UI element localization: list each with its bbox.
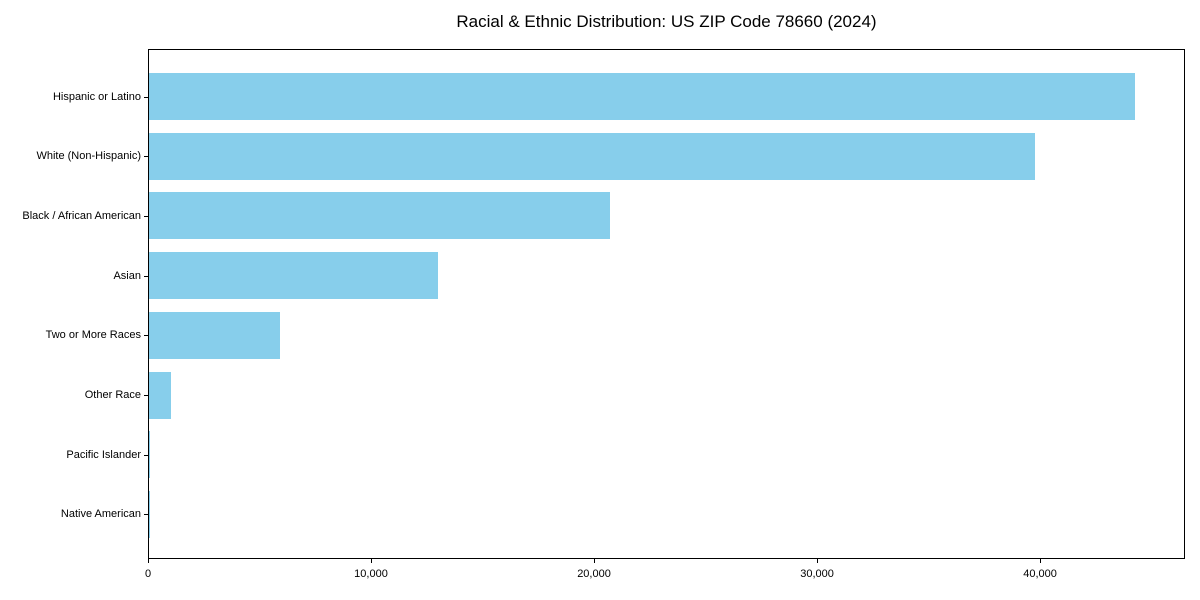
- x-tick-mark: [1039, 559, 1041, 563]
- bar: [149, 132, 1035, 180]
- x-tick-mark: [147, 559, 149, 563]
- y-tick-label: Other Race: [84, 389, 141, 401]
- x-tick-label: 40,000: [1023, 568, 1057, 580]
- y-tick-mark: [144, 454, 148, 456]
- x-tick-label: 20,000: [577, 568, 611, 580]
- y-tick-label: Asian: [113, 269, 141, 282]
- x-tick-label: 0: [144, 568, 152, 580]
- x-tick-label: 30,000: [800, 568, 834, 580]
- bar: [149, 73, 1136, 120]
- y-tick-mark: [144, 96, 148, 98]
- x-tick-mark: [816, 559, 818, 563]
- bar: [149, 431, 151, 479]
- y-tick-label: Native American: [60, 508, 141, 521]
- y-tick-mark: [144, 215, 148, 217]
- x-tick-mark: [370, 559, 372, 563]
- y-tick-mark: [144, 275, 148, 277]
- y-tick-mark: [144, 395, 148, 396]
- bar: [149, 192, 610, 240]
- x-tick-mark: [593, 559, 595, 563]
- x-tick-label: 10,000: [354, 568, 388, 580]
- y-tick-mark: [144, 156, 148, 158]
- y-tick-label: White (Non-Hispanic): [36, 150, 141, 163]
- y-tick-label: Two or More Races: [45, 329, 141, 342]
- y-tick-mark: [144, 335, 148, 337]
- y-tick-mark: [144, 514, 148, 516]
- bar: [149, 252, 439, 300]
- y-tick-label: Black / African American: [22, 209, 141, 222]
- bar: [149, 371, 172, 419]
- bar: [149, 490, 150, 538]
- y-tick-label: Hispanic or Latino: [52, 90, 141, 103]
- y-tick-label: Pacific Islander: [66, 448, 141, 461]
- chart-title: Racial & Ethnic Distribution: US ZIP Cod…: [456, 12, 877, 31]
- bar: [149, 311, 281, 359]
- plot-area: [148, 49, 1185, 559]
